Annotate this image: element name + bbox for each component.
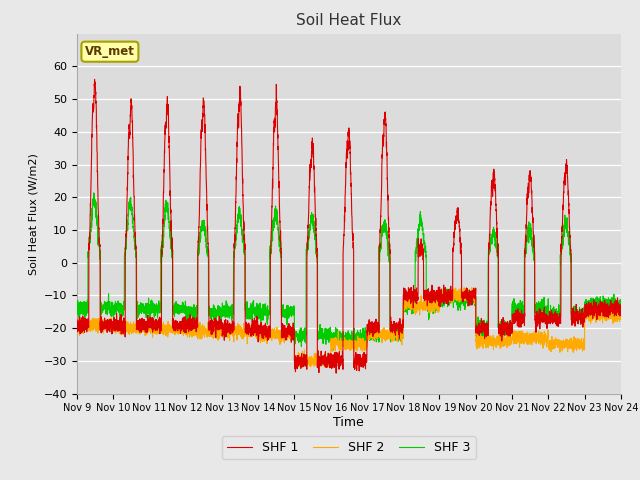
SHF 1 <box>91 76 99 82</box>
SHF 1 <box>332 370 340 376</box>
SHF 1 <box>471 293 479 299</box>
SHF 2 <box>502 335 509 341</box>
Legend: SHF 1, SHF 2, SHF 3: SHF 1, SHF 2, SHF 3 <box>221 436 476 459</box>
SHF 1 <box>441 296 449 301</box>
SHF 2 <box>441 291 449 297</box>
SHF 1 <box>616 306 624 312</box>
SHF 2 <box>298 365 306 371</box>
SHF 2 <box>471 293 479 299</box>
SHF 3 <box>329 348 337 353</box>
SHF 1 <box>502 322 509 327</box>
X-axis label: Time: Time <box>333 416 364 429</box>
SHF 2 <box>73 319 81 325</box>
SHF 1 <box>171 322 179 328</box>
Title: Soil Heat Flux: Soil Heat Flux <box>296 13 401 28</box>
SHF 3 <box>329 334 337 339</box>
SHF 3 <box>471 302 479 308</box>
SHF 3 <box>73 307 81 312</box>
SHF 2 <box>171 323 179 329</box>
SHF 2 <box>460 285 468 290</box>
SHF 3 <box>616 301 624 307</box>
Line: SHF 2: SHF 2 <box>77 288 621 368</box>
Y-axis label: Soil Heat Flux (W/m2): Soil Heat Flux (W/m2) <box>28 153 38 275</box>
SHF 1 <box>73 315 81 321</box>
SHF 3 <box>441 300 449 305</box>
SHF 2 <box>329 339 337 345</box>
SHF 3 <box>90 190 97 196</box>
Line: SHF 1: SHF 1 <box>77 79 621 373</box>
SHF 2 <box>617 314 625 320</box>
SHF 3 <box>502 330 509 336</box>
SHF 1 <box>617 301 625 307</box>
SHF 3 <box>171 311 179 317</box>
Text: VR_met: VR_met <box>85 45 135 58</box>
SHF 2 <box>616 310 624 316</box>
Line: SHF 3: SHF 3 <box>77 193 621 350</box>
SHF 1 <box>329 357 337 363</box>
SHF 3 <box>617 309 625 315</box>
